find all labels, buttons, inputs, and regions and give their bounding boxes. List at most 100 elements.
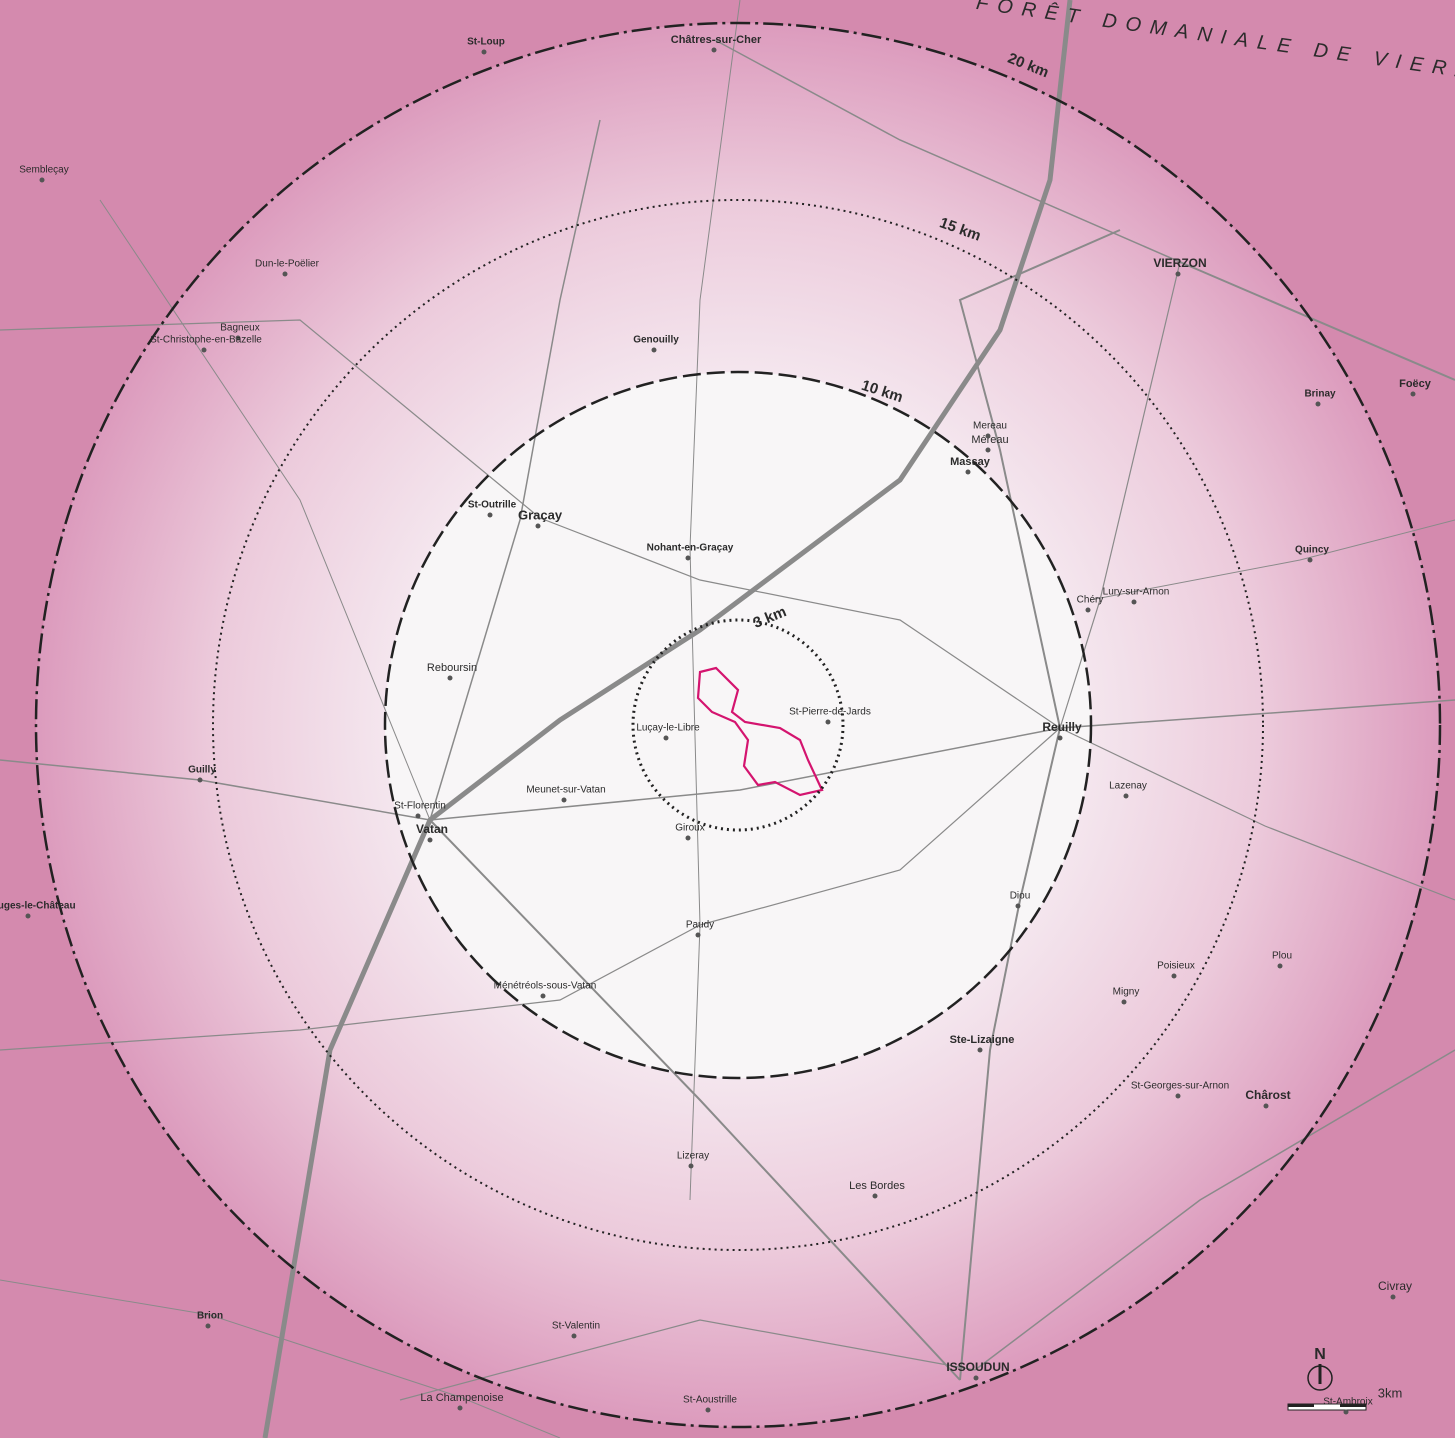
place-label: Graçay xyxy=(518,507,563,522)
place-label: Ste-Lizaigne xyxy=(950,1034,1015,1046)
place-dot xyxy=(1175,271,1181,277)
place-dot xyxy=(1277,963,1283,969)
ring-15km xyxy=(212,199,1264,1251)
place-label: Vatan xyxy=(416,822,448,836)
place-label: Diou xyxy=(1010,891,1031,902)
road xyxy=(99,199,431,821)
place-dot xyxy=(695,932,701,938)
place-dot xyxy=(197,777,203,783)
road xyxy=(399,1319,976,1401)
place-dot xyxy=(685,835,691,841)
road xyxy=(714,39,1181,263)
place-label: Civray xyxy=(1378,1279,1412,1293)
place-dot xyxy=(985,447,991,453)
road xyxy=(429,119,601,821)
road xyxy=(1059,261,1181,729)
place-dot xyxy=(39,177,45,183)
place-dot xyxy=(1121,999,1127,1005)
north-arrow: N xyxy=(1307,1346,1333,1391)
place-dot xyxy=(825,719,831,725)
road xyxy=(0,319,541,519)
place-label: Plou xyxy=(1272,951,1292,962)
place-dot xyxy=(447,675,453,681)
road xyxy=(699,727,1061,926)
place-label: Ménétréols-sous-Vatan xyxy=(494,981,597,992)
place-label: St-Valentin xyxy=(552,1321,600,1332)
place-dot xyxy=(1131,599,1137,605)
place-label: St-Ambroix xyxy=(1323,1397,1372,1408)
place-dot xyxy=(235,335,241,341)
place-label: Dun-le-Poëlier xyxy=(255,259,320,270)
road xyxy=(429,819,961,1381)
place-label: Mereau xyxy=(973,421,1007,432)
road xyxy=(1089,519,1455,601)
place-dot xyxy=(540,993,546,999)
ring-10km xyxy=(383,370,1093,1080)
place-dot xyxy=(1343,1409,1349,1415)
place-label: Lizeray xyxy=(677,1151,709,1162)
place-dot xyxy=(1057,735,1063,741)
place-label: Luçay-le-Libre xyxy=(636,723,700,734)
scale-label: 3km xyxy=(1378,1385,1403,1400)
place-label: Bouges-le-Château xyxy=(0,901,76,912)
place-label: Bagneux xyxy=(220,323,259,334)
road xyxy=(0,1279,561,1438)
place-dot xyxy=(201,347,207,353)
place-label: St-Outrille xyxy=(468,500,517,511)
place-label: Massay xyxy=(950,456,991,468)
road xyxy=(262,0,1073,1438)
place-label: St-Loup xyxy=(467,37,505,48)
place-label: Genouilly xyxy=(633,335,679,346)
place-label: Migny xyxy=(1113,987,1140,998)
place-label: Sembleçay xyxy=(19,165,68,176)
place-label: Poisieux xyxy=(1157,961,1195,972)
road xyxy=(539,517,1061,729)
place-label: Reboursin xyxy=(427,662,477,674)
scale-seg xyxy=(1340,1404,1366,1407)
place-label: St-Pierre-de-Jards xyxy=(789,707,871,718)
place-dot xyxy=(427,837,433,843)
place-label: Les Bordes xyxy=(849,1180,905,1192)
road xyxy=(959,727,1061,1381)
place-label: Lury-sur-Arnon xyxy=(1103,587,1170,598)
place-dot xyxy=(711,47,717,53)
place-label: Giroux xyxy=(675,823,704,834)
road xyxy=(0,699,1455,821)
place-label: Meunet-sur-Vatan xyxy=(526,785,605,796)
road xyxy=(1179,261,1455,381)
place-dot xyxy=(1085,607,1091,613)
place-dot xyxy=(1315,401,1321,407)
place-dot xyxy=(571,1333,577,1339)
place-dot xyxy=(1307,557,1313,563)
place-label: Brion xyxy=(197,1311,223,1322)
road xyxy=(0,924,701,1051)
road xyxy=(1059,727,1455,901)
scale-seg xyxy=(1288,1404,1314,1407)
scale-bar: 3km xyxy=(1287,1385,1403,1411)
place-dot xyxy=(1175,1093,1181,1099)
north-label: N xyxy=(1314,1346,1326,1363)
place-label: Quincy xyxy=(1295,545,1329,556)
place-label: Chârost xyxy=(1245,1088,1290,1102)
place-label: Châtres-sur-Cher xyxy=(671,34,762,46)
place-label: Reuilly xyxy=(1042,720,1082,734)
place-dot xyxy=(1123,793,1129,799)
place-dot xyxy=(282,271,288,277)
place-dot xyxy=(705,1407,711,1413)
place-dot xyxy=(872,1193,878,1199)
place-dot xyxy=(205,1323,211,1329)
place-dot xyxy=(1410,391,1416,397)
ring-20km xyxy=(34,21,1442,1429)
place-dot xyxy=(561,797,567,803)
place-dot xyxy=(481,49,487,55)
place-dot xyxy=(25,913,31,919)
place-dot xyxy=(415,813,421,819)
ring-3km xyxy=(631,618,845,832)
road xyxy=(974,1049,1455,1371)
place-dot xyxy=(651,347,657,353)
place-dot xyxy=(663,735,669,741)
place-dot xyxy=(487,512,493,518)
place-label: St-Georges-sur-Arnon xyxy=(1131,1081,1229,1092)
